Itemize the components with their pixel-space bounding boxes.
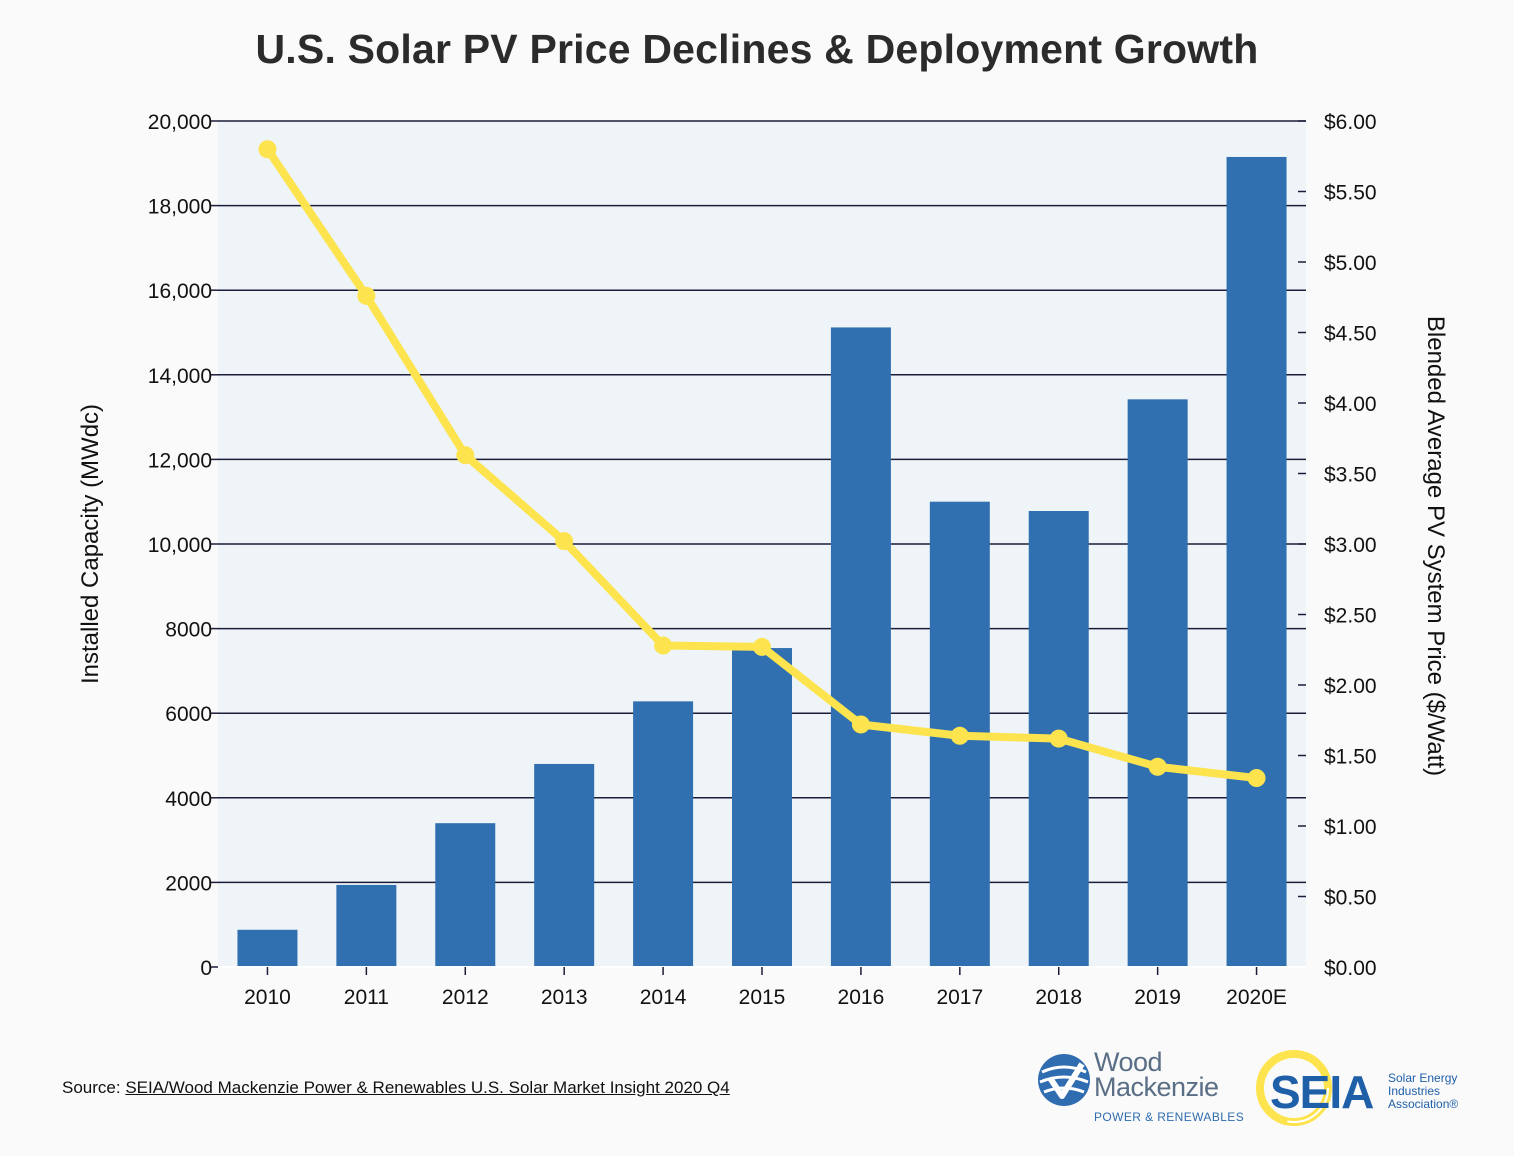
- x-tick-label: 2010: [244, 986, 291, 1009]
- price-point: [258, 140, 277, 159]
- bar: [237, 929, 298, 967]
- bar: [435, 823, 496, 967]
- x-tick-label: 2016: [838, 986, 885, 1009]
- y2-tick-label: $4.50: [1324, 323, 1377, 346]
- wood-mackenzie-logo: Wood Mackenzie POWER & RENEWABLES: [1036, 1047, 1244, 1130]
- wood-mackenzie-globe-icon: [1038, 1054, 1090, 1106]
- y-tick-label: 2000: [165, 872, 212, 895]
- seia-tagline: Solar Energy Industries Association®: [1388, 1071, 1459, 1111]
- y-tick-label: 18,000: [148, 196, 212, 219]
- bar: [1226, 156, 1287, 967]
- x-tick-label: 2014: [640, 986, 687, 1009]
- x-tick-label: 2019: [1134, 986, 1181, 1009]
- price-point: [851, 715, 870, 734]
- y-tick-label: 6000: [165, 703, 212, 726]
- price-point: [1247, 769, 1266, 788]
- bar: [633, 701, 694, 967]
- x-tick-label: 2018: [1035, 986, 1082, 1009]
- y-tick-label: 8000: [165, 619, 212, 642]
- seia-sun-icon: [1256, 1050, 1332, 1126]
- x-tick-label: 2015: [739, 986, 786, 1009]
- price-point: [753, 637, 771, 656]
- price-point: [1148, 757, 1167, 776]
- price-point: [456, 446, 475, 465]
- bar: [732, 648, 792, 967]
- source-prefix: Source:: [62, 1078, 126, 1097]
- bar: [830, 327, 891, 967]
- y-tick-label: 20,000: [148, 111, 212, 134]
- y2-tick-label: $6.00: [1324, 111, 1377, 134]
- price-point: [1049, 729, 1068, 748]
- chart-title: U.S. Solar PV Price Declines & Deploymen…: [255, 26, 1259, 72]
- y2-tick-label: $3.00: [1324, 534, 1377, 557]
- price-point: [950, 726, 969, 745]
- source-link[interactable]: SEIA/Wood Mackenzie Power & Renewables U…: [125, 1078, 730, 1097]
- x-tick-label: 2012: [442, 986, 489, 1009]
- source-note: Source: SEIA/Wood Mackenzie Power & Rene…: [62, 1078, 730, 1098]
- y2-tick-label: $2.50: [1324, 605, 1377, 628]
- y2-tick-label: $1.00: [1324, 816, 1377, 839]
- bar: [534, 763, 595, 967]
- y-axis-label: Installed Capacity (MWdc): [77, 404, 104, 684]
- x-tick-label: 2017: [936, 986, 983, 1009]
- bar: [336, 884, 397, 967]
- x-tick-label: 2013: [541, 986, 588, 1009]
- y2-tick-label: $3.50: [1324, 464, 1377, 487]
- y-tick-label: 12,000: [148, 449, 212, 472]
- y2-axis-label: Blended Average PV System Price ($/Watt): [1422, 316, 1449, 776]
- seia-wordmark: SEIA: [1270, 1066, 1374, 1118]
- bar: [1127, 399, 1188, 968]
- wood-mackenzie-subtitle: POWER & RENEWABLES: [1094, 1110, 1245, 1124]
- y-tick-label: 16,000: [148, 280, 212, 303]
- y2-tick-label: $0.50: [1324, 887, 1377, 910]
- y2-tick-label: $1.50: [1324, 746, 1377, 769]
- y-tick-label: 4000: [165, 788, 212, 811]
- seia-logo: SEIA Solar Energy Industries Association…: [1254, 1048, 1484, 1130]
- price-point: [654, 636, 673, 655]
- y-tick-label: 10,000: [148, 534, 212, 557]
- y2-tick-label: $5.00: [1324, 252, 1377, 275]
- price-point: [555, 532, 574, 551]
- wood-mackenzie-name: Wood Mackenzie: [1094, 1047, 1219, 1102]
- x-tick-label: 2020E: [1226, 986, 1287, 1009]
- x-tick-label: 2011: [344, 986, 389, 1009]
- y-tick-label: 14,000: [148, 365, 212, 388]
- price-point: [357, 286, 376, 305]
- y2-tick-label: $4.00: [1324, 393, 1377, 416]
- y2-tick-label: $0.00: [1324, 957, 1377, 980]
- y2-tick-label: $2.00: [1324, 675, 1377, 698]
- y2-tick-label: $5.50: [1324, 182, 1377, 205]
- y-tick-label: 0: [200, 957, 212, 980]
